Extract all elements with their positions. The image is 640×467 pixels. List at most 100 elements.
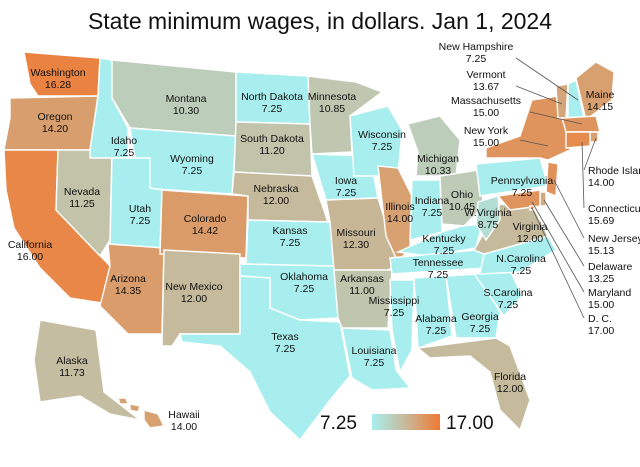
state-wage: 14.15 — [587, 101, 613, 113]
state-wi — [349, 105, 403, 177]
state-wage: 14.42 — [192, 225, 218, 237]
state-name: N.Carolina — [496, 253, 546, 265]
state-name: S.Carolina — [483, 287, 532, 299]
state-ny — [485, 95, 571, 161]
state-wage: 7.25 — [336, 187, 357, 199]
state-name: Massachusetts — [451, 95, 521, 107]
leader-ct — [581, 141, 585, 209]
legend-min-label: 7.25 — [320, 413, 357, 434]
state-wage: 7.25 — [384, 307, 405, 319]
legend-gradient-bar — [372, 414, 440, 430]
state-name: Arkansas — [340, 273, 384, 285]
state-wage: 15.00 — [588, 299, 614, 311]
state-name: Delaware — [588, 261, 633, 273]
state-wage: 12.30 — [343, 239, 369, 251]
state-wage: 14.35 — [115, 285, 141, 297]
state-wage: 11.25 — [69, 198, 95, 210]
state-name: North Dakota — [241, 91, 303, 103]
state-wage: 12.00 — [263, 195, 289, 207]
state-name: Oregon — [37, 111, 72, 123]
state-wage: 14.00 — [588, 177, 614, 189]
state-wage: 7.25 — [422, 207, 443, 219]
state-oh — [439, 169, 485, 227]
state-wage: 14.00 — [387, 213, 413, 225]
state-name: Hawaii — [168, 409, 200, 421]
state-wage: 16.00 — [17, 251, 43, 263]
state-name: Montana — [166, 93, 207, 105]
state-name: Utah — [129, 203, 151, 215]
state-name: California — [8, 239, 53, 251]
state-ak — [33, 319, 141, 421]
leader-vt — [515, 85, 563, 105]
state-wage: 11.00 — [349, 285, 375, 297]
state-name: Wyoming — [170, 153, 214, 165]
state-wage: 15.00 — [473, 107, 499, 119]
legend-max-label: 17.00 — [446, 413, 494, 434]
state-name: Arizona — [110, 273, 146, 285]
state-wage: 16.28 — [45, 79, 71, 91]
label-dc: D. C.17.00 — [588, 313, 614, 337]
state-de — [539, 191, 547, 207]
label-ri: Rhode Island14.00 — [588, 165, 640, 189]
state-name: Alaska — [56, 355, 88, 367]
state-wage: 7.25 — [130, 215, 151, 227]
state-wage: 11.73 — [59, 367, 85, 379]
state-md — [496, 189, 541, 211]
state-name: Colorado — [184, 213, 227, 225]
state-wage: 7.25 — [372, 141, 393, 153]
state-name: Pennsylvania — [491, 175, 554, 187]
state-shapes — [3, 51, 615, 442]
leader-ri — [583, 137, 597, 171]
state-name: New Jersey — [588, 233, 640, 245]
state-name: New Mexico — [165, 281, 222, 293]
state-name: Louisiana — [352, 345, 397, 357]
state-wage: 10.30 — [173, 105, 199, 117]
state-name: D. C. — [588, 313, 612, 325]
state-wage: 15.13 — [588, 245, 614, 257]
state-wage: 14.20 — [42, 123, 68, 135]
state-me — [575, 61, 615, 122]
leader-ny — [519, 139, 549, 147]
state-name: Rhode Island — [588, 165, 640, 177]
state-ms — [389, 279, 415, 375]
state-wage: 10.45 — [449, 201, 475, 213]
state-wage: 7.25 — [434, 245, 455, 257]
state-fl — [416, 337, 531, 432]
leader-nh — [515, 57, 579, 101]
state-name: South Dakota — [240, 133, 304, 145]
state-ri — [589, 131, 599, 143]
state-wage: 7.25 — [182, 165, 203, 177]
state-name: Maine — [586, 89, 615, 101]
